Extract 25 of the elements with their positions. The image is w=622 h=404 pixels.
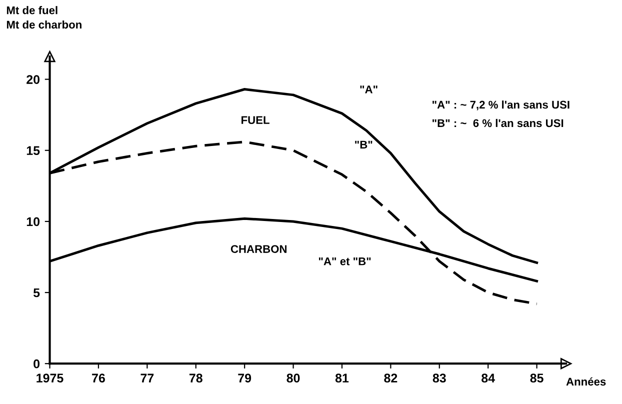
y-tick-label: 20 [26, 75, 40, 84]
x-tick-label: 1975 [36, 374, 64, 383]
x-axis-title: Années [566, 377, 606, 386]
y-tick-label: 0 [34, 359, 40, 368]
x-tick-label: 77 [140, 374, 154, 382]
x-tick-label: 82 [384, 374, 398, 383]
y-axis-title: Mt de fuel Mt de charbon [6, 6, 82, 29]
x-tick-label: 76 [92, 374, 105, 383]
annotation: CHARBON [230, 245, 286, 253]
y-tick-label: 5 [33, 288, 40, 298]
y-tick-label: 10 [26, 217, 40, 226]
x-tick-label: 81 [335, 374, 349, 383]
x-tick-label: 84 [482, 374, 495, 383]
x-tick-label: 78 [189, 374, 202, 383]
annotation: "A" [360, 86, 378, 94]
annotation: "A" et "B" [318, 258, 371, 266]
x-tick-label: 79 [238, 374, 252, 383]
annotation: "B" : ~ 6 % l'an sans USI [432, 118, 564, 128]
y-tick-label: 15 [26, 146, 40, 156]
annotation: FUEL [242, 116, 270, 124]
annotation: "A" : ~ 7,2 % l'an sans USI [432, 100, 570, 110]
x-tick-label: 83 [432, 374, 446, 383]
x-tick-label: 85 [530, 374, 544, 383]
annotation: "B" [355, 140, 372, 148]
x-tick-label: 80 [286, 374, 300, 383]
